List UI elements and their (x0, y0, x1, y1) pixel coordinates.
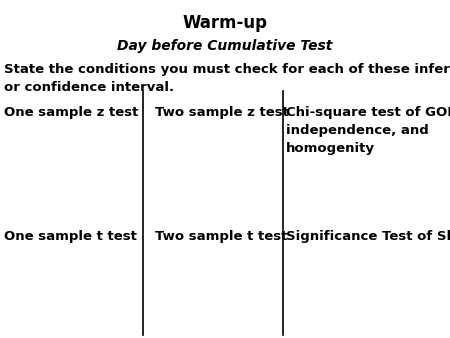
Text: State the conditions you must check for each of these inference tests
or confide: State the conditions you must check for … (4, 63, 450, 94)
Text: Day before Cumulative Test: Day before Cumulative Test (117, 39, 333, 53)
Text: One sample z test: One sample z test (4, 106, 139, 119)
Text: Significance Test of Slope: Significance Test of Slope (286, 230, 450, 243)
Text: Chi-square test of GOF,
independence, and
homogenity: Chi-square test of GOF, independence, an… (286, 106, 450, 155)
Text: Two sample z test: Two sample z test (155, 106, 289, 119)
Text: Two sample t test: Two sample t test (155, 230, 288, 243)
Text: Warm-up: Warm-up (183, 14, 267, 31)
Text: One sample t test: One sample t test (4, 230, 137, 243)
